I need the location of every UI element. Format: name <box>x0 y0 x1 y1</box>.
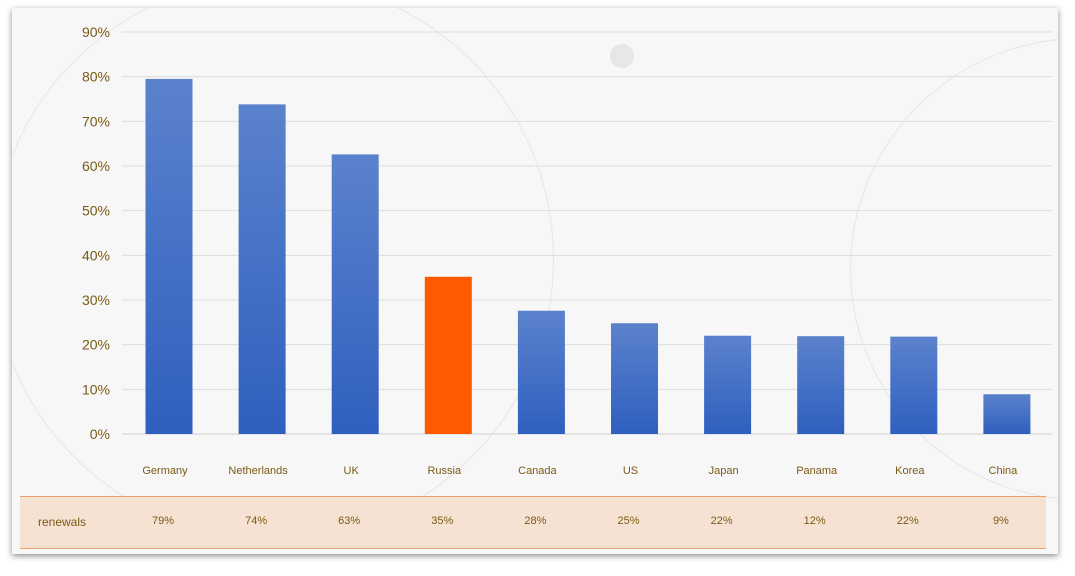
x-category-label: Japan <box>709 465 739 477</box>
x-category-label: Panama <box>796 465 838 477</box>
data-table-row <box>20 496 1046 549</box>
y-tick-label: 70% <box>82 113 110 129</box>
bar-china <box>983 394 1031 434</box>
y-axis: 0% 10% 20% 30% 40% 50% 60% 70% 80% 90% <box>82 24 110 442</box>
y-tick-label: 80% <box>82 69 110 85</box>
table-cell: 9% <box>992 515 1009 527</box>
bar-panama <box>797 336 845 434</box>
x-category-label: Netherlands <box>228 465 288 477</box>
y-tick-label: 50% <box>82 203 110 219</box>
bar-russia <box>424 276 472 434</box>
table-cell: 12% <box>803 515 826 527</box>
table-cell: 74% <box>245 515 268 527</box>
x-category-label: Korea <box>895 465 925 477</box>
y-tick-label: 10% <box>82 381 110 397</box>
bars <box>145 78 1031 435</box>
table-cell: 35% <box>431 515 454 527</box>
y-tick-label: 30% <box>82 292 110 308</box>
bar-us <box>611 323 658 434</box>
decorative-dot <box>610 44 634 68</box>
y-tick-label: 20% <box>82 337 110 353</box>
y-tick-label: 90% <box>82 24 110 40</box>
bar-uk <box>331 154 379 435</box>
x-category-label: China <box>989 465 1019 477</box>
y-tick-label: 40% <box>82 247 110 263</box>
x-category-label: Canada <box>518 465 557 477</box>
x-axis: Germany Netherlands UK Russia Canada US Japan P… <box>142 465 1018 477</box>
y-tick-label: 0% <box>90 426 110 442</box>
x-category-label: Russia <box>427 465 462 477</box>
bar-germany <box>145 78 193 435</box>
bar-korea <box>890 336 938 434</box>
y-tick-label: 60% <box>82 158 110 174</box>
bar-japan <box>704 335 752 434</box>
x-category-label: Germany <box>142 465 188 477</box>
x-category-label: US <box>623 465 638 477</box>
bar-netherlands <box>238 104 286 435</box>
table-cell: 25% <box>617 515 640 527</box>
table-cell: 63% <box>338 515 361 527</box>
bar-canada <box>517 310 565 434</box>
table-row-label: renewals <box>38 515 87 529</box>
table-cell: 22% <box>710 515 733 527</box>
x-category-label: UK <box>344 465 360 477</box>
table-cell: 22% <box>896 515 919 527</box>
table-cell: 79% <box>151 515 175 527</box>
table-cell: 28% <box>524 515 547 527</box>
